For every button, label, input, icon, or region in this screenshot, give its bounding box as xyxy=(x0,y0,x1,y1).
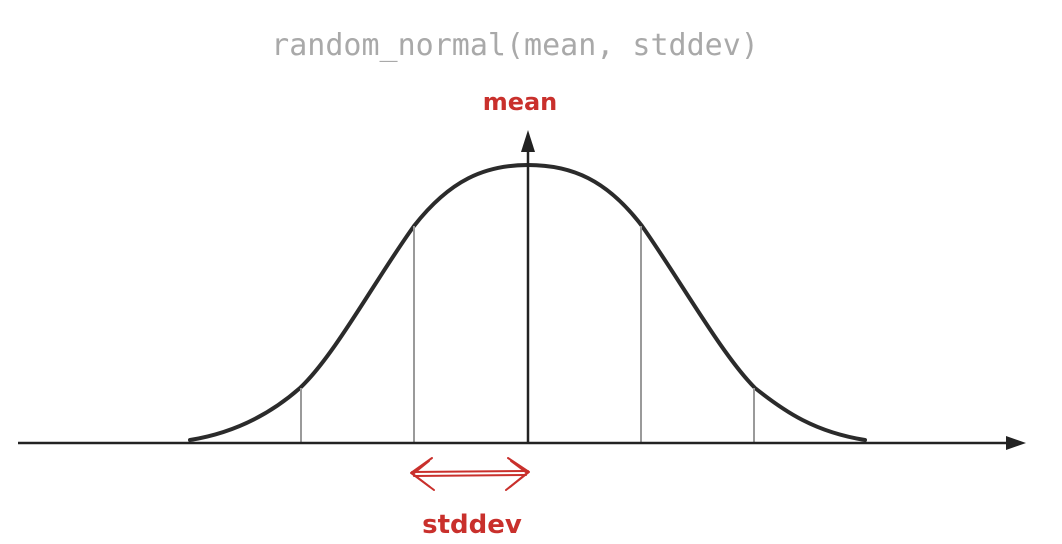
stddev-double-arrow-icon xyxy=(410,457,530,491)
stddev-label: stddev xyxy=(422,510,522,540)
x-axis-arrow-icon xyxy=(1006,436,1026,450)
mean-label: mean xyxy=(483,88,558,116)
mean-axis-arrow-icon xyxy=(521,130,535,152)
diagram-title: random_normal(mean, stddev) xyxy=(271,28,759,63)
